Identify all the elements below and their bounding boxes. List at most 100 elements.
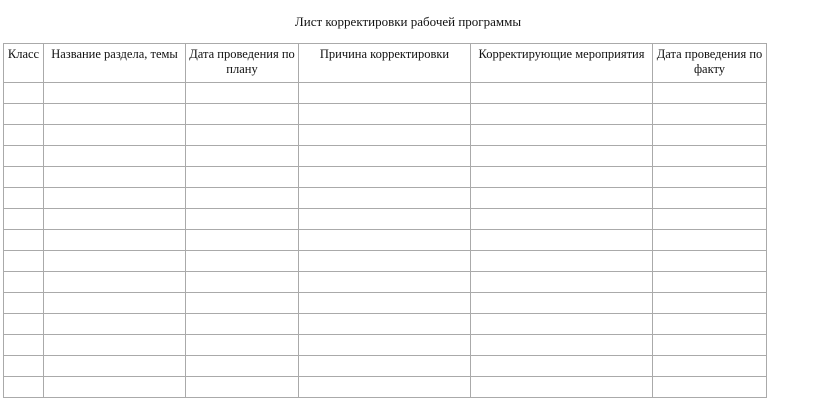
table-cell[interactable] [470, 334, 653, 356]
table-cell[interactable] [185, 208, 299, 230]
table-cell[interactable] [470, 250, 653, 272]
table-cell[interactable] [470, 292, 653, 314]
table-cell[interactable] [470, 229, 653, 251]
table-cell[interactable] [470, 124, 653, 146]
table-cell[interactable] [298, 313, 471, 335]
header-reason: Причина корректировки [298, 43, 471, 83]
table-cell[interactable] [652, 334, 767, 356]
table-cell[interactable] [652, 82, 767, 104]
table-cell[interactable] [298, 271, 471, 293]
table-cell[interactable] [185, 166, 299, 188]
table-cell[interactable] [298, 355, 471, 377]
table-cell[interactable] [185, 124, 299, 146]
table-cell[interactable] [652, 208, 767, 230]
table-row [3, 166, 767, 188]
table-cell[interactable] [43, 292, 186, 314]
table-cell[interactable] [43, 187, 186, 209]
correction-table: Класс Название раздела, темы Дата провед… [3, 43, 767, 398]
table-cell[interactable] [298, 250, 471, 272]
table-cell[interactable] [652, 103, 767, 125]
table-cell[interactable] [652, 229, 767, 251]
table-cell[interactable] [3, 271, 44, 293]
table-cell[interactable] [185, 313, 299, 335]
table-cell[interactable] [652, 271, 767, 293]
table-cell[interactable] [652, 313, 767, 335]
table-cell[interactable] [43, 208, 186, 230]
table-cell[interactable] [43, 355, 186, 377]
table-cell[interactable] [298, 229, 471, 251]
table-cell[interactable] [43, 124, 186, 146]
table-cell[interactable] [43, 145, 186, 167]
table-row [3, 103, 767, 125]
table-cell[interactable] [185, 355, 299, 377]
table-cell[interactable] [3, 250, 44, 272]
table-cell[interactable] [185, 250, 299, 272]
table-cell[interactable] [3, 208, 44, 230]
table-row [3, 229, 767, 251]
table-cell[interactable] [3, 187, 44, 209]
table-cell[interactable] [185, 145, 299, 167]
table-cell[interactable] [470, 187, 653, 209]
table-cell[interactable] [43, 250, 186, 272]
table-cell[interactable] [298, 292, 471, 314]
table-cell[interactable] [298, 145, 471, 167]
table-cell[interactable] [43, 313, 186, 335]
header-planned-date: Дата проведения по плану [185, 43, 299, 83]
table-cell[interactable] [185, 82, 299, 104]
header-row: Класс Название раздела, темы Дата провед… [3, 43, 767, 83]
table-cell[interactable] [470, 208, 653, 230]
table-cell[interactable] [470, 166, 653, 188]
table-cell[interactable] [43, 334, 186, 356]
table-cell[interactable] [298, 103, 471, 125]
table-cell[interactable] [185, 103, 299, 125]
table-cell[interactable] [470, 313, 653, 335]
table-cell[interactable] [43, 229, 186, 251]
table-cell[interactable] [652, 376, 767, 398]
table-cell[interactable] [470, 82, 653, 104]
table-cell[interactable] [3, 313, 44, 335]
table-cell[interactable] [298, 376, 471, 398]
table-cell[interactable] [3, 82, 44, 104]
table-cell[interactable] [298, 124, 471, 146]
table-row [3, 145, 767, 167]
table-cell[interactable] [3, 145, 44, 167]
table-cell[interactable] [298, 187, 471, 209]
table-cell[interactable] [43, 82, 186, 104]
table-row [3, 376, 767, 398]
table-cell[interactable] [185, 271, 299, 293]
table-cell[interactable] [298, 166, 471, 188]
table-cell[interactable] [652, 292, 767, 314]
table-cell[interactable] [652, 187, 767, 209]
table-cell[interactable] [43, 103, 186, 125]
table-cell[interactable] [185, 334, 299, 356]
table-cell[interactable] [3, 166, 44, 188]
table-cell[interactable] [185, 229, 299, 251]
table-cell[interactable] [43, 271, 186, 293]
table-cell[interactable] [43, 376, 186, 398]
table-cell[interactable] [470, 355, 653, 377]
table-cell[interactable] [470, 376, 653, 398]
table-cell[interactable] [652, 166, 767, 188]
table-cell[interactable] [652, 355, 767, 377]
table-cell[interactable] [3, 103, 44, 125]
table-cell[interactable] [3, 334, 44, 356]
table-cell[interactable] [470, 145, 653, 167]
table-cell[interactable] [3, 376, 44, 398]
header-topic: Название раздела, темы [43, 43, 186, 83]
table-cell[interactable] [470, 103, 653, 125]
table-cell[interactable] [43, 166, 186, 188]
table-cell[interactable] [652, 124, 767, 146]
table-cell[interactable] [3, 292, 44, 314]
table-cell[interactable] [3, 355, 44, 377]
table-cell[interactable] [3, 124, 44, 146]
table-cell[interactable] [652, 145, 767, 167]
table-cell[interactable] [298, 334, 471, 356]
table-cell[interactable] [3, 229, 44, 251]
table-cell[interactable] [470, 271, 653, 293]
table-cell[interactable] [185, 376, 299, 398]
table-cell[interactable] [652, 250, 767, 272]
table-cell[interactable] [298, 208, 471, 230]
table-cell[interactable] [185, 292, 299, 314]
table-cell[interactable] [185, 187, 299, 209]
table-cell[interactable] [298, 82, 471, 104]
